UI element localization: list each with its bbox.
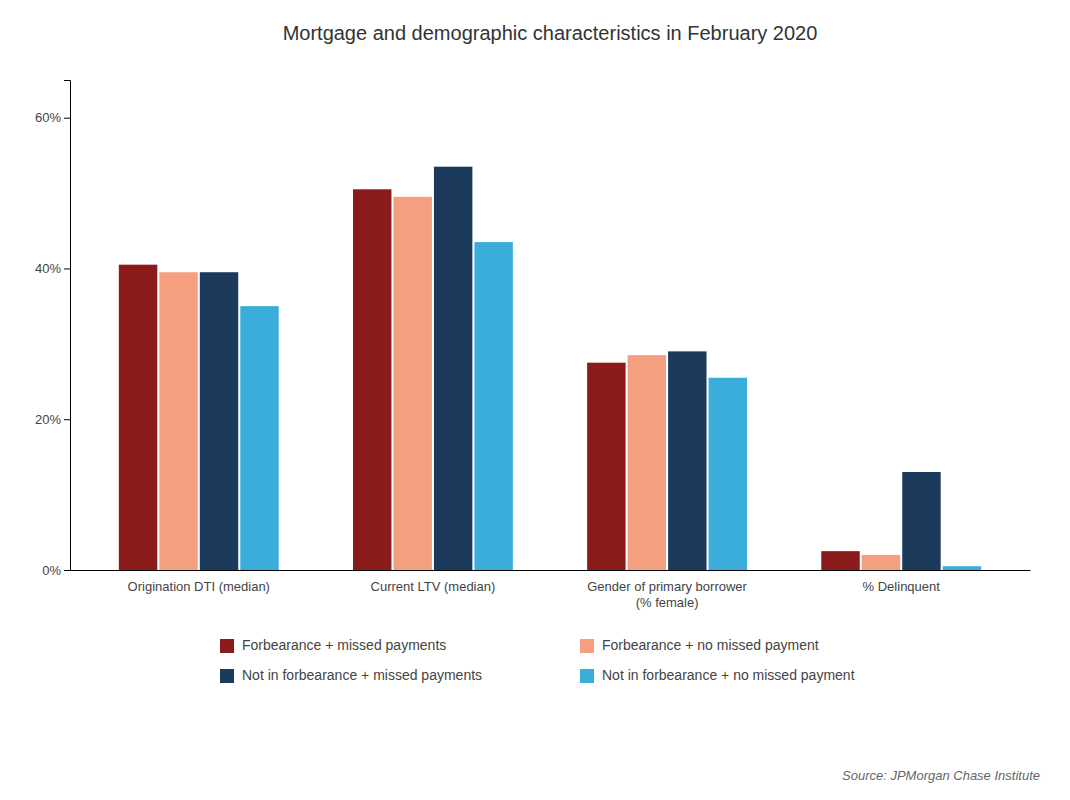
x-tick-label-line: Gender of primary borrower	[587, 579, 747, 594]
series	[200, 167, 941, 570]
x-axis-line	[71, 570, 1031, 571]
y-tick-label: 20%	[35, 412, 61, 427]
chart: Mortgage and demographic characteristics…	[0, 0, 1070, 800]
title: Mortgage and demographic characteristics…	[283, 22, 818, 44]
y-axis: 0% 20% 40% 60%	[35, 81, 71, 578]
legend-item: Forbearance + no missed payment	[580, 637, 819, 653]
x-tick-label: Current LTV (median)	[371, 579, 496, 594]
bar	[628, 355, 666, 570]
x-axis: Origination DTI (median) Current LTV (med…	[71, 571, 1031, 610]
y-tick: 20%	[35, 412, 70, 427]
legend-swatch	[220, 639, 234, 653]
legend-label: Forbearance + no missed payment	[602, 637, 819, 653]
x-tick-label: Gender of primary borrower(% female)	[587, 579, 747, 610]
x-tick-label-line: Current LTV (median)	[371, 579, 496, 594]
x-tick: Current LTV (median)	[371, 579, 496, 594]
y-tick-mark	[64, 570, 70, 571]
legend-swatch	[580, 639, 594, 653]
legend-swatch	[580, 669, 594, 683]
series	[240, 242, 981, 570]
series	[159, 197, 900, 570]
bars	[119, 167, 981, 570]
bar	[474, 242, 512, 570]
legend-item: Not in forbearance + no missed payment	[580, 667, 855, 683]
bar	[668, 351, 706, 570]
legend-item: Forbearance + missed payments	[220, 637, 446, 653]
bar	[159, 272, 197, 570]
x-tick-label-line: Origination DTI (median)	[128, 579, 270, 594]
bar	[821, 551, 859, 570]
y-tick-label: 40%	[35, 261, 61, 276]
x-tick-label-line: % Delinquent	[863, 579, 941, 594]
bar	[434, 167, 472, 570]
y-tick-mark	[64, 118, 70, 119]
y-tick-label: 60%	[35, 110, 61, 125]
series	[119, 189, 860, 570]
bar	[353, 189, 391, 570]
y-tick-label: 0%	[42, 563, 61, 578]
legend-item: Not in forbearance + missed payments	[220, 667, 482, 683]
source: Source: JPMorgan Chase Institute	[842, 768, 1040, 783]
y-tick-mark	[64, 419, 70, 420]
bar	[393, 197, 431, 570]
x-tick-label: Origination DTI (median)	[128, 579, 270, 594]
bar	[240, 306, 278, 570]
x-tick: % Delinquent	[863, 579, 941, 594]
y-tick: 60%	[35, 110, 70, 125]
bar	[587, 363, 625, 570]
legend-label: Not in forbearance + no missed payment	[602, 667, 855, 683]
y-tick: 0%	[42, 563, 70, 578]
bar	[862, 555, 900, 570]
x-tick: Gender of primary borrower(% female)	[587, 579, 747, 610]
bar	[709, 378, 747, 570]
legend-label: Forbearance + missed payments	[242, 637, 446, 653]
legend-swatch	[220, 669, 234, 683]
plot: 0% 20% 40% 60% Origination DTI (median) Curre…	[35, 81, 1031, 610]
x-tick-label-line: (% female)	[636, 595, 699, 610]
bar	[119, 265, 157, 570]
bar	[902, 472, 940, 570]
legend-label: Not in forbearance + missed payments	[242, 667, 482, 683]
x-tick-label: % Delinquent	[863, 579, 941, 594]
bar	[200, 272, 238, 570]
x-tick: Origination DTI (median)	[128, 579, 270, 594]
y-tick: 40%	[35, 261, 70, 276]
legend: Forbearance + missed payments Forbearance…	[220, 637, 855, 683]
bar	[943, 566, 981, 570]
y-tick-mark	[64, 268, 70, 269]
y-axis-line	[64, 81, 71, 571]
